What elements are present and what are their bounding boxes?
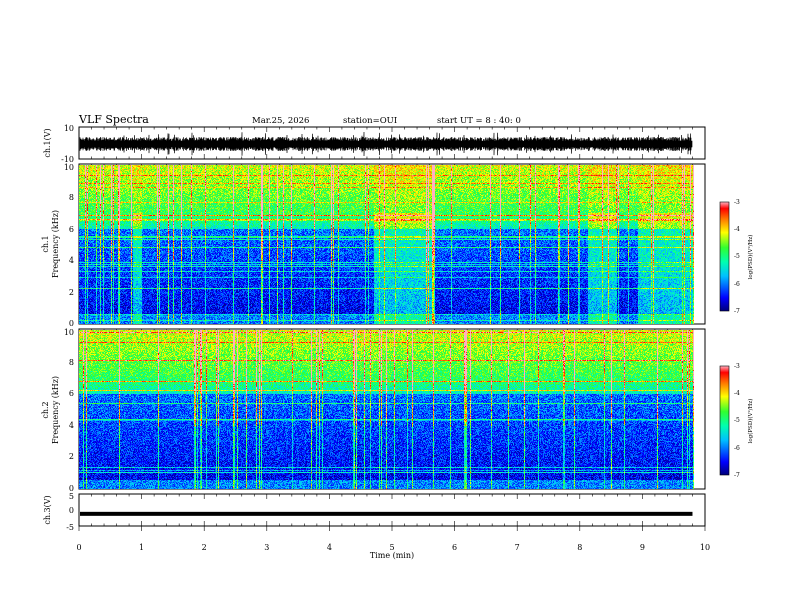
ch3-ytick-5: 5 [69, 492, 74, 501]
ch2-colorbar-tick-m5: -5 [734, 417, 740, 424]
xtick-0: 0 [76, 543, 81, 552]
ch1-colorbar [719, 201, 730, 312]
ch1-spectrogram-heatmap [79, 165, 694, 324]
xtick-8: 8 [577, 543, 582, 552]
x-axis: 0 1 2 3 4 5 6 7 8 9 10 Time (min) [76, 543, 710, 560]
ch3-ytick-m5: -5 [66, 523, 74, 532]
ch1-colorbar-tick-m4: -4 [734, 226, 740, 233]
xtick-4: 4 [327, 543, 332, 552]
ch1-spec-ylabel: Frequency (kHz) [51, 210, 60, 278]
ch2-spec-ytick-10: 10 [64, 328, 74, 337]
ch2-colorbar-tick-m3: -3 [734, 363, 740, 370]
ch1-ytick-top: 10 [64, 124, 74, 133]
ch1-spec-ytick-8: 8 [69, 193, 74, 202]
ch1-ylabel: ch.1(V) [43, 128, 52, 157]
figure-start-time: start UT = 8 : 40: 0 [437, 116, 521, 126]
figure-station: station=OUI [343, 116, 397, 126]
ch2-colorbar-tick-m7: -7 [734, 472, 740, 479]
ch2-spec-channel-label: ch.2 [41, 401, 50, 418]
ch1-series-line [79, 131, 693, 157]
ch1-colorbar-tick-m6: -6 [734, 281, 740, 288]
ch2-spectrogram-heatmap [79, 330, 694, 489]
ch1-waveform-panel: 10 -10 ch.1(V) [43, 124, 706, 164]
figure-title: VLF Spectra [78, 113, 149, 126]
ch1-spec-channel-label: ch.1 [41, 235, 50, 252]
ch3-ylabel: ch.3(V) [43, 495, 52, 524]
ch2-spec-ylabel: Frequency (kHz) [51, 376, 60, 444]
xtick-10: 10 [700, 543, 710, 552]
figure-date: Mar.25, 2026 [252, 116, 309, 126]
ch2-spec-ytick-4: 4 [69, 421, 74, 430]
ch1-spec-ytick-4: 4 [69, 256, 74, 265]
ch2-spec-ytick-2: 2 [69, 452, 74, 461]
ch1-spec-ytick-10: 10 [64, 163, 74, 172]
ch2-colorbar-tick-m4: -4 [734, 390, 740, 397]
ch1-colorbar-label: log(PSD)(V²/Hz) [747, 235, 754, 280]
ch1-spec-ytick-0: 0 [69, 319, 74, 328]
ch2-colorbar [719, 365, 730, 476]
ch1-ytick-bottom: -10 [61, 155, 74, 164]
ch2-spec-ytick-0: 0 [69, 484, 74, 493]
xtick-1: 1 [139, 543, 144, 552]
ch2-colorbar-label: log(PSD)(V²/Hz) [747, 399, 754, 444]
xtick-9: 9 [640, 543, 645, 552]
ch3-series-line [80, 511, 693, 516]
ch3-waveform-panel: 5 0 -5 ch.3(V) [43, 492, 706, 532]
xtick-6: 6 [452, 543, 457, 552]
ch2-spec-ytick-8: 8 [69, 358, 74, 367]
ch1-colorbar-tick-m5: -5 [734, 253, 740, 260]
xtick-2: 2 [202, 543, 207, 552]
ch3-ytick-0: 0 [69, 506, 74, 515]
xtick-3: 3 [264, 543, 269, 552]
ch1-spec-ytick-2: 2 [69, 288, 74, 297]
ch2-colorbar-tick-m6: -6 [734, 445, 740, 452]
ch2-spec-ytick-6: 6 [69, 389, 74, 398]
ch1-colorbar-tick-m7: -7 [734, 308, 740, 315]
ch2-spec-yticks: 0 2 4 6 8 10 [64, 328, 74, 493]
xtick-7: 7 [515, 543, 520, 552]
x-axis-label: Time (min) [370, 551, 414, 560]
ch1-colorbar-tick-m3: -3 [734, 199, 740, 206]
ch1-spec-ytick-6: 6 [69, 225, 74, 234]
ch1-spec-yticks: 0 2 4 6 8 10 [64, 163, 74, 328]
xtick-5: 5 [389, 543, 394, 552]
